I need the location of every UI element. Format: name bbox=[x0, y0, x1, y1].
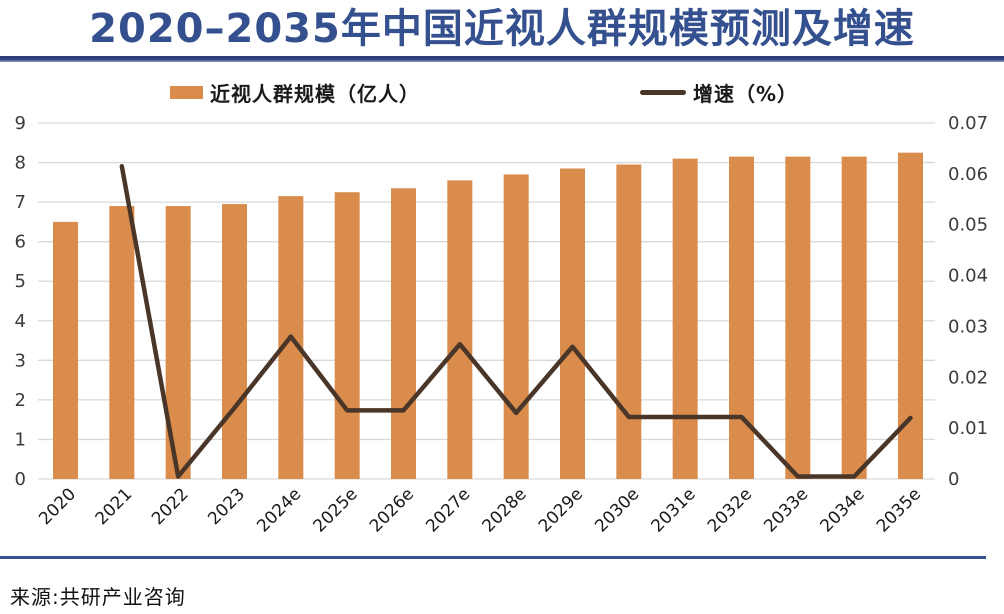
bar-2021 bbox=[109, 206, 135, 480]
x-axis-label-2023: 2023 bbox=[204, 484, 249, 529]
left-axis-tick-label: 1 bbox=[15, 429, 26, 450]
title-divider bbox=[0, 56, 1004, 62]
x-axis-label-2025e: 2025e bbox=[310, 484, 362, 536]
right-axis-tick-label: 0.06 bbox=[948, 164, 988, 185]
x-axis-label-2024e: 2024e bbox=[253, 484, 305, 536]
x-axis-label-2035e: 2035e bbox=[873, 484, 925, 536]
bar-2030e bbox=[616, 164, 642, 480]
x-axis-label-2021: 2021 bbox=[92, 484, 137, 529]
right-axis-tick-label: 0.04 bbox=[948, 266, 988, 287]
left-axis-tick-label: 9 bbox=[15, 113, 26, 134]
bar-2027e bbox=[447, 180, 473, 479]
bar-2028e bbox=[503, 174, 529, 479]
x-axis-label-2031e: 2031e bbox=[648, 484, 700, 536]
bar-legend-swatch-icon bbox=[170, 86, 203, 99]
bar-2031e bbox=[672, 158, 698, 479]
bar-2029e bbox=[560, 168, 585, 479]
right-axis-tick-label: 0.02 bbox=[948, 367, 988, 388]
left-axis-tick-label: 3 bbox=[15, 350, 26, 371]
page-title: 2020–2035年中国近视人群规模预测及增速 bbox=[89, 6, 915, 52]
line-legend-swatch-icon bbox=[640, 90, 686, 95]
bar-2026e bbox=[391, 188, 416, 479]
left-axis-tick-label: 5 bbox=[15, 271, 26, 292]
x-axis-label-2020: 2020 bbox=[35, 484, 80, 529]
bar-legend-label: 近视人群规模（亿人） bbox=[210, 82, 420, 106]
bar-2020 bbox=[53, 221, 78, 479]
left-axis-tick-label: 6 bbox=[15, 232, 26, 253]
x-axis-label-2026e: 2026e bbox=[366, 484, 418, 536]
bar-2025e bbox=[334, 192, 360, 479]
left-axis-tick-label: 7 bbox=[15, 192, 26, 213]
bottom-divider bbox=[0, 556, 986, 559]
bar-2033e bbox=[785, 156, 811, 479]
x-axis-label-2028e: 2028e bbox=[479, 484, 531, 536]
bar-2034e bbox=[841, 156, 867, 479]
x-axis-label-2033e: 2033e bbox=[760, 484, 812, 536]
right-axis-tick-label: 0 bbox=[948, 469, 959, 490]
x-axis-label-2022: 2022 bbox=[148, 484, 193, 529]
legend-item-line: 增速（%） bbox=[640, 78, 798, 107]
right-axis-tick-label: 0.05 bbox=[948, 215, 988, 236]
x-axis-label-2034e: 2034e bbox=[817, 484, 869, 536]
left-axis-tick-label: 0 bbox=[15, 469, 26, 490]
left-axis-tick-label: 8 bbox=[15, 153, 26, 174]
x-axis-label-2029e: 2029e bbox=[535, 484, 587, 536]
bar-2023 bbox=[222, 204, 247, 480]
legend-item-bars: 近视人群规模（亿人） bbox=[170, 78, 420, 107]
growth-line bbox=[119, 163, 913, 479]
left-axis-tick-label: 2 bbox=[15, 390, 26, 411]
x-axis-label-2030e: 2030e bbox=[591, 484, 643, 536]
line-legend-label: 增速（%） bbox=[693, 82, 799, 106]
right-axis-tick-label: 0.07 bbox=[948, 113, 988, 134]
x-axis-label-2027e: 2027e bbox=[422, 484, 474, 536]
left-axis-tick-label: 4 bbox=[15, 311, 26, 332]
source-text: 来源:共研产业咨询 bbox=[10, 585, 186, 609]
bar-2032e bbox=[729, 156, 754, 479]
right-axis-tick-label: 0.01 bbox=[948, 418, 988, 439]
right-axis-tick-label: 0.03 bbox=[948, 316, 988, 337]
x-axis-label-2032e: 2032e bbox=[704, 484, 756, 536]
